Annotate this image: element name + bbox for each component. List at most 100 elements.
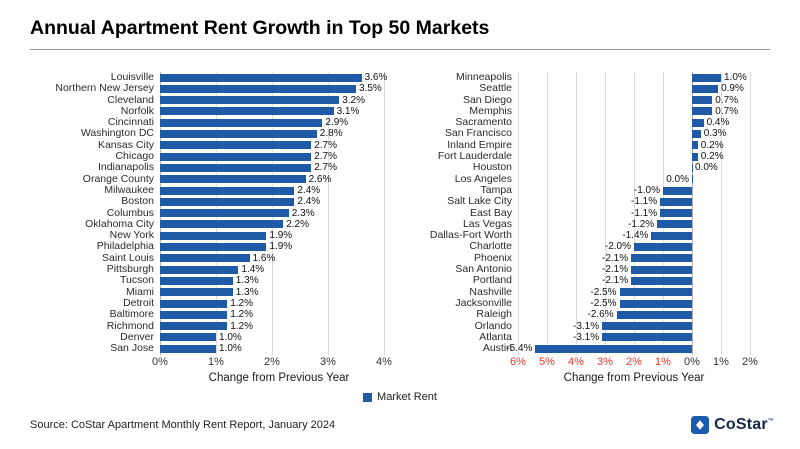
category-label: San Diego [462, 93, 512, 106]
bar [160, 254, 250, 263]
category-label: Washington DC [80, 127, 154, 140]
category-label: Las Vegas [462, 217, 512, 230]
bar-track: 1.3% [160, 287, 398, 298]
x-axis-ticks: 6% 5% 4% 3% 2% 1% 0% 1% 2% [510, 354, 758, 369]
bar-track: -1.1% [518, 196, 750, 207]
value-label: 2.9% [325, 117, 349, 129]
costar-logo-icon [691, 416, 710, 435]
costar-logo: CoStar™ [691, 416, 774, 435]
category-label: Seattle [479, 82, 512, 95]
bar [160, 118, 323, 127]
bar [651, 231, 692, 240]
chart-row: Tucson 1.3% [10, 275, 398, 287]
gridline [634, 72, 635, 355]
chart-row: Raleigh -2.6% [410, 308, 750, 321]
chart-row: Richmond 1.2% [10, 320, 398, 332]
bar-track: 1.4% [160, 264, 398, 275]
bar-track: 0.4% [518, 117, 750, 128]
value-label: 3.2% [342, 94, 365, 106]
bar-track: 2.4% [160, 196, 398, 207]
bar [160, 333, 216, 342]
chart-row: Denver 1.0% [10, 331, 398, 343]
value-label: 1.2% [230, 297, 253, 309]
category-label: Boston [121, 195, 154, 208]
value-label: 2.6% [308, 173, 332, 185]
footer: Source: CoStar Apartment Monthly Rent Re… [30, 416, 774, 435]
category-label: Salt Lake City [447, 195, 512, 208]
axis-tick: 4% [376, 356, 392, 369]
category-label: Cleveland [107, 93, 154, 106]
bar-track: 0.7% [518, 106, 750, 117]
value-label: -3.1% [572, 331, 600, 343]
market-rent-swatch [363, 392, 373, 402]
chart-row: Seattle 0.9% [410, 82, 750, 95]
plot-area: Louisville 3.6% Northern New Jersey 3.5% Cle… [10, 71, 398, 354]
chart-row: Inland Empire 0.2% [410, 139, 750, 151]
costar-logo-text: CoStar™ [714, 416, 774, 434]
value-label: 2.3% [291, 207, 315, 219]
bar [692, 107, 713, 116]
rent-growth-chart-positive: Louisville 3.6% Northern New Jersey 3.5% Cle… [10, 71, 398, 384]
bar [634, 243, 692, 252]
bar-track: -3.1% [518, 332, 750, 343]
category-label: Austin [482, 342, 512, 355]
bar-track: 2.3% [160, 208, 398, 219]
bar-track: -2.6% [518, 309, 750, 320]
chart-row: Philadelphia 1.9% [10, 241, 398, 253]
category-label: Jacksonville [455, 296, 512, 309]
value-label: -2.1% [601, 252, 629, 264]
bar-track: -1.0% [518, 185, 750, 196]
chart-row: San Jose 1.0% [10, 342, 398, 354]
value-label: 1.0% [724, 72, 747, 83]
value-label: 1.4% [241, 264, 265, 276]
gridline [576, 72, 577, 355]
axis-tick: 5% [539, 356, 555, 369]
category-label: Pittsburgh [106, 263, 154, 276]
gridline [605, 72, 606, 355]
category-label: Portland [472, 274, 512, 287]
bar-track: 2.7% [160, 162, 398, 173]
value-label: 2.7% [314, 162, 337, 174]
value-label: -1.1% [630, 196, 658, 208]
bar [619, 288, 692, 297]
bar-track: 1.9% [160, 230, 398, 241]
bar-track: 2.7% [160, 140, 398, 151]
category-label: Raleigh [476, 308, 512, 321]
bar [160, 276, 233, 285]
chart-row: Washington DC 2.8% [10, 127, 398, 140]
value-label: 0.0% [695, 162, 718, 174]
bar [616, 310, 692, 319]
bar [160, 299, 228, 308]
bar [160, 231, 267, 240]
chart-row: San Antonio -2.1% [410, 263, 750, 275]
value-label: 1.3% [235, 275, 259, 287]
bar-track: -5.4% [506, 343, 750, 354]
bar [535, 344, 692, 353]
axis-tick: 2% [264, 356, 280, 369]
value-label: 2.8% [319, 128, 343, 140]
value-label: 1.9% [269, 230, 293, 242]
bar-track: 0.0% [518, 174, 750, 185]
category-label: Columbus [106, 206, 154, 219]
bar-track: 1.2% [160, 321, 398, 332]
charts-region: Louisville 3.6% Northern New Jersey 3.5% Cle… [0, 71, 800, 385]
bar [631, 254, 692, 263]
bar-track: 0.2% [518, 151, 750, 162]
bar [602, 333, 692, 342]
category-label: Kansas City [97, 138, 154, 151]
bar [160, 96, 340, 105]
axis-tick: 0% [152, 356, 168, 369]
chart-row: East Bay -1.1% [410, 207, 750, 219]
axis-tick: 1% [655, 356, 671, 369]
value-label: -2.0% [604, 241, 631, 253]
chart-row: Cincinnati 2.9% [10, 116, 398, 129]
chart-row: San Diego 0.7% [410, 93, 750, 106]
legend: Market Rent [0, 391, 800, 403]
chart-row: Saint Louis 1.6% [10, 252, 398, 264]
category-label: Cincinnati [107, 116, 154, 129]
x-axis-label: Change from Previous Year [563, 372, 705, 385]
gridline [692, 72, 693, 355]
bar [160, 322, 228, 331]
chart-row: Charlotte -2.0% [410, 241, 750, 252]
chart-row: Indianapolis 2.7% [10, 162, 398, 174]
